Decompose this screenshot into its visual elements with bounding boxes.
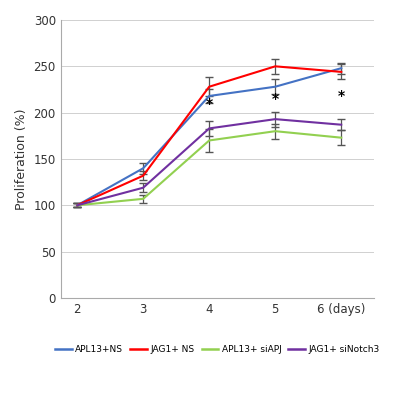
Legend: APL13+NS, JAG1+ NS, APL13+ siAPJ, JAG1+ siNotch3: APL13+NS, JAG1+ NS, APL13+ siAPJ, JAG1+ …: [52, 341, 383, 358]
Text: *: *: [338, 89, 345, 103]
Text: *: *: [206, 97, 213, 111]
Text: *: *: [272, 92, 279, 106]
Y-axis label: Proliferation (%): Proliferation (%): [15, 108, 28, 210]
